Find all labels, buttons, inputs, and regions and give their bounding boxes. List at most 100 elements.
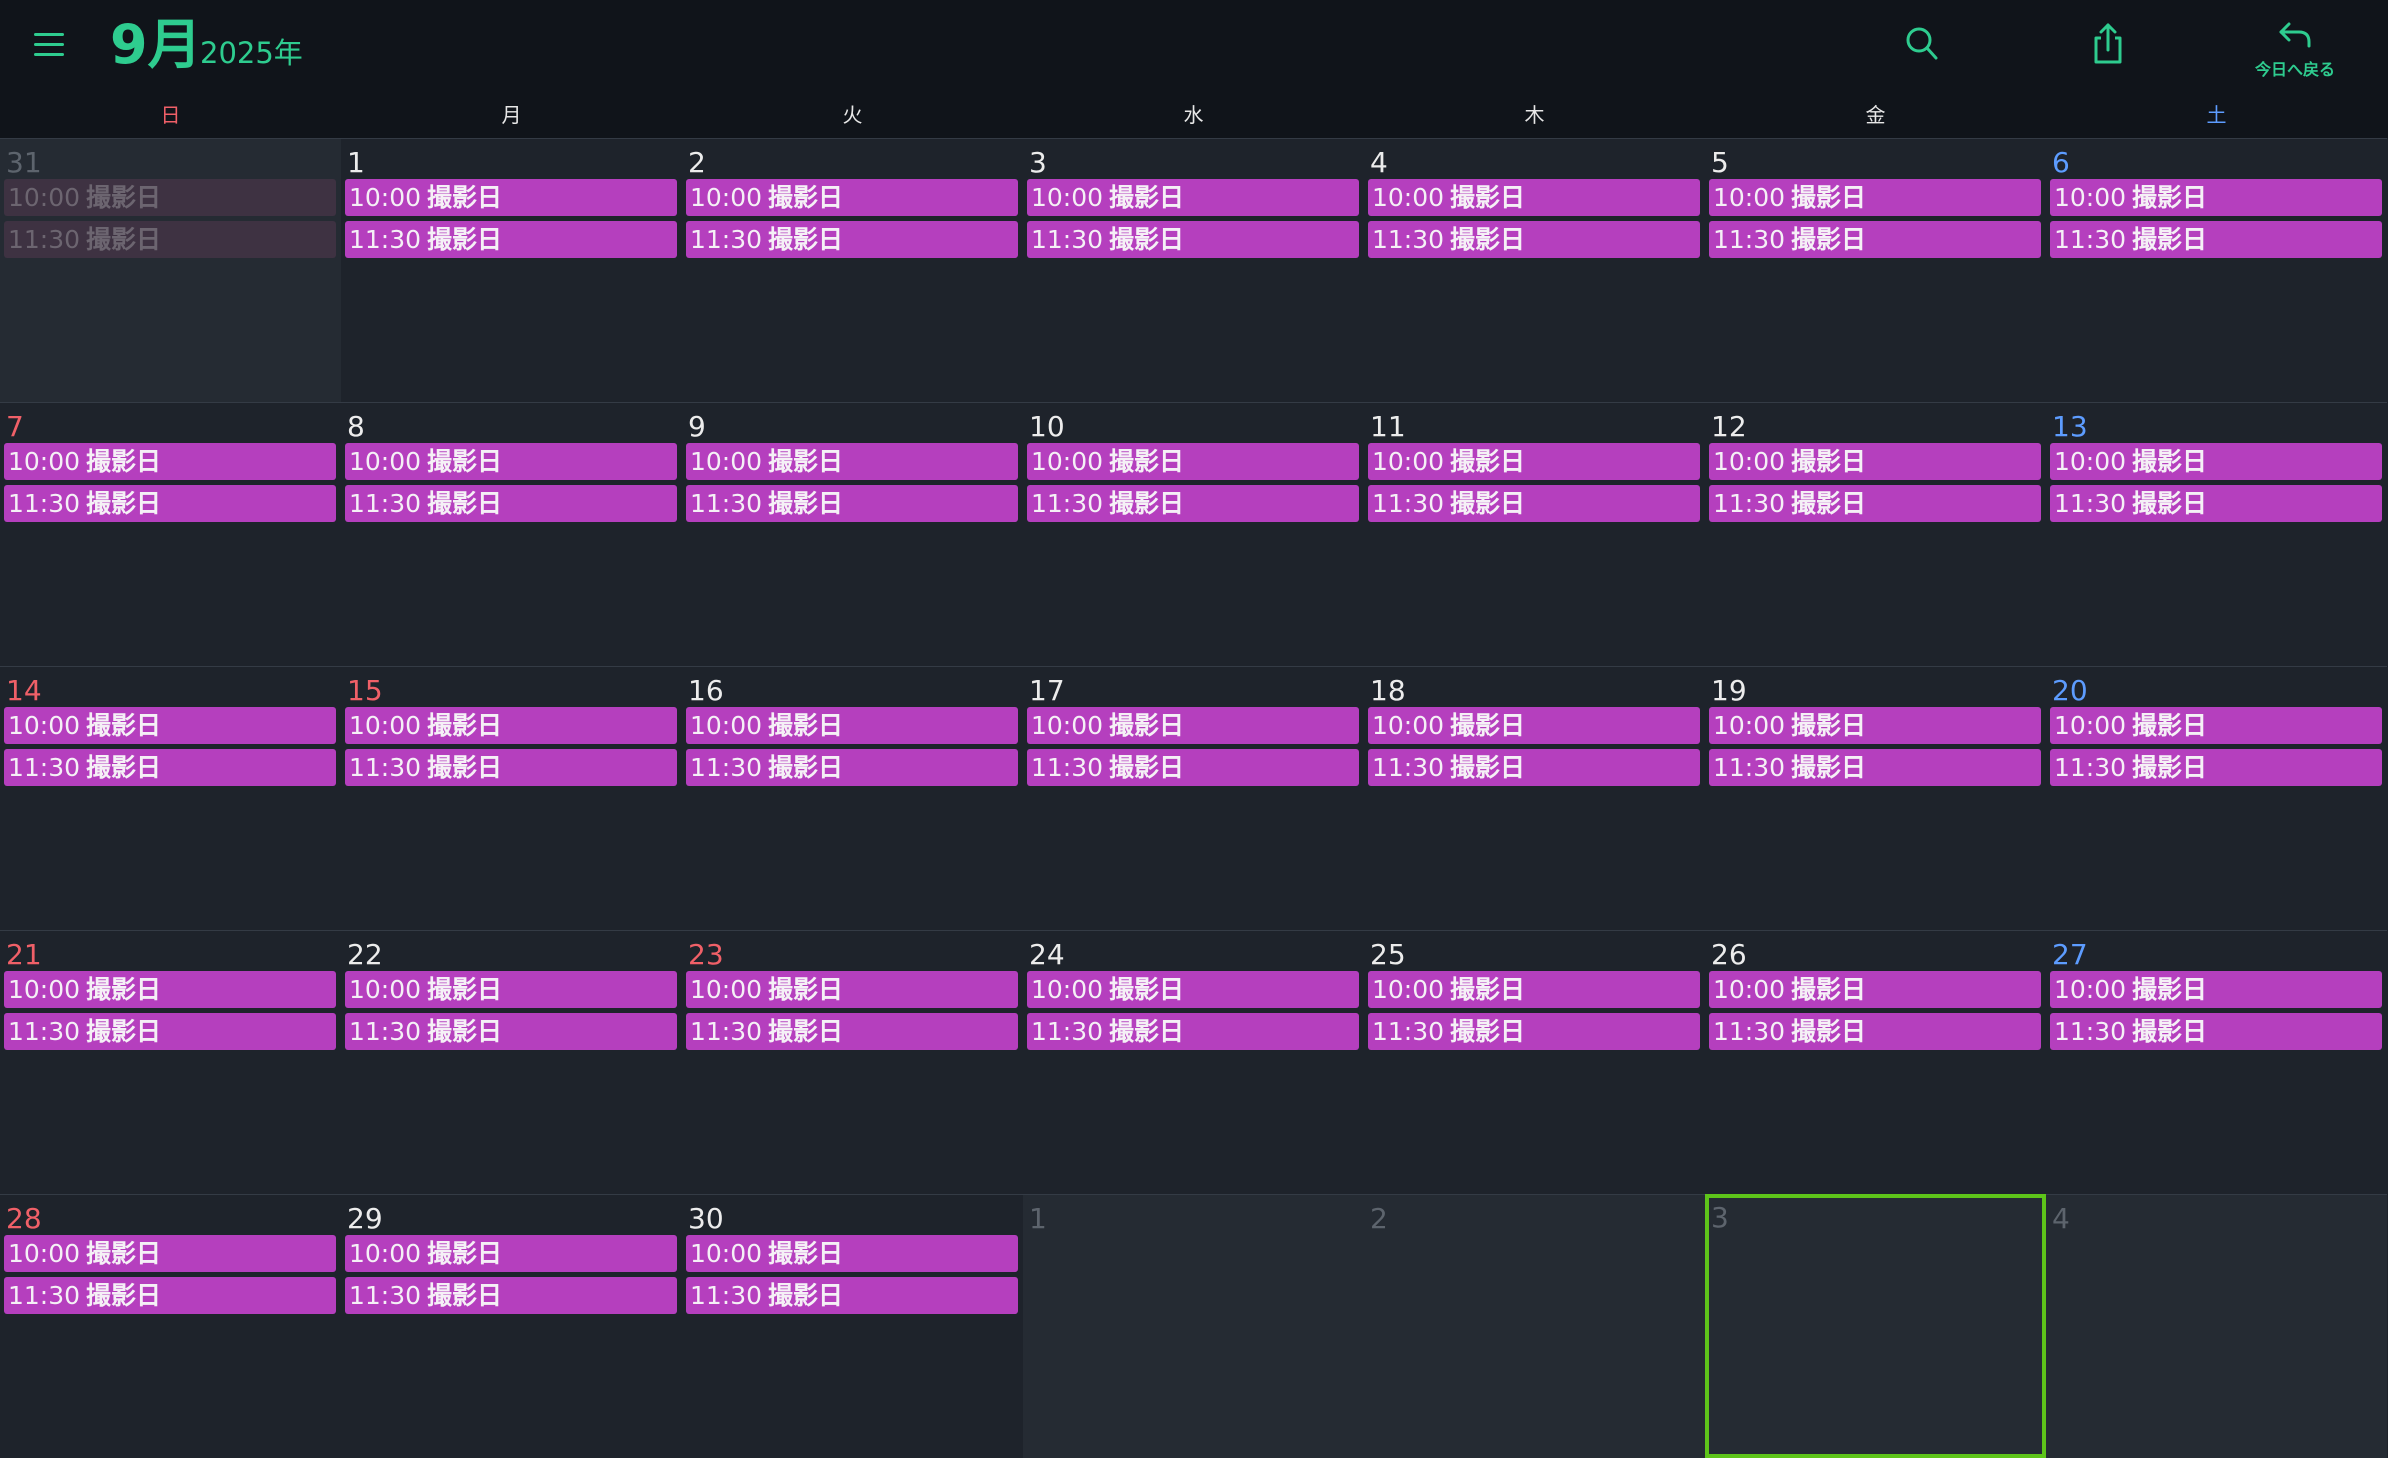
day-cell[interactable]: 4 <box>2046 1194 2387 1458</box>
day-cell[interactable]: 26 10:00 撮影日 11:30 撮影日 <box>1705 930 2046 1194</box>
event-chip[interactable]: 11:30 撮影日 <box>2050 221 2382 258</box>
event-chip[interactable]: 11:30 撮影日 <box>4 1277 336 1314</box>
day-cell[interactable]: 21 10:00 撮影日 11:30 撮影日 <box>0 930 341 1194</box>
day-cell[interactable]: 22 10:00 撮影日 11:30 撮影日 <box>341 930 682 1194</box>
day-cell[interactable]: 14 10:00 撮影日 11:30 撮影日 <box>0 666 341 930</box>
event-chip[interactable]: 11:30 撮影日 <box>4 1013 336 1050</box>
day-cell[interactable]: 1 10:00 撮影日 11:30 撮影日 <box>341 138 682 402</box>
event-chip[interactable]: 11:30 撮影日 <box>1027 1013 1359 1050</box>
event-chip[interactable]: 10:00 撮影日 <box>345 707 677 744</box>
event-chip[interactable]: 11:30 撮影日 <box>686 1013 1018 1050</box>
day-cell[interactable]: 17 10:00 撮影日 11:30 撮影日 <box>1023 666 1364 930</box>
day-cell[interactable]: 30 10:00 撮影日 11:30 撮影日 <box>682 1194 1023 1458</box>
event-chip[interactable]: 11:30 撮影日 <box>1027 749 1359 786</box>
day-cell[interactable]: 20 10:00 撮影日 11:30 撮影日 <box>2046 666 2387 930</box>
event-chip[interactable]: 11:30 撮影日 <box>345 485 677 522</box>
event-chip[interactable]: 10:00 撮影日 <box>4 443 336 480</box>
event-chip[interactable]: 11:30 撮影日 <box>2050 1013 2382 1050</box>
event-chip[interactable]: 10:00 撮影日 <box>1709 707 2041 744</box>
day-cell[interactable]: 25 10:00 撮影日 11:30 撮影日 <box>1364 930 1705 1194</box>
day-cell[interactable]: 28 10:00 撮影日 11:30 撮影日 <box>0 1194 341 1458</box>
event-chip[interactable]: 11:30 撮影日 <box>1709 485 2041 522</box>
event-chip[interactable]: 10:00 撮影日 <box>686 1235 1018 1272</box>
event-chip[interactable]: 11:30 撮影日 <box>686 1277 1018 1314</box>
event-chip[interactable]: 11:30 撮影日 <box>345 1013 677 1050</box>
event-chip[interactable]: 10:00 撮影日 <box>345 179 677 216</box>
event-chip[interactable]: 10:00 撮影日 <box>345 443 677 480</box>
day-cell-selected[interactable]: 3 <box>1705 1194 2046 1458</box>
day-cell[interactable]: 23 10:00 撮影日 11:30 撮影日 <box>682 930 1023 1194</box>
event-chip[interactable]: 10:00 撮影日 <box>2050 179 2382 216</box>
event-chip[interactable]: 11:30 撮影日 <box>1368 1013 1700 1050</box>
event-chip[interactable]: 10:00 撮影日 <box>345 971 677 1008</box>
event-chip[interactable]: 10:00 撮影日 <box>1027 179 1359 216</box>
event-chip[interactable]: 10:00 撮影日 <box>686 443 1018 480</box>
event-chip[interactable]: 11:30 撮影日 <box>1027 221 1359 258</box>
event-chip[interactable]: 10:00 撮影日 <box>1027 971 1359 1008</box>
event-chip[interactable]: 11:30 撮影日 <box>345 1277 677 1314</box>
event-chip[interactable]: 10:00 撮影日 <box>4 971 336 1008</box>
day-cell[interactable]: 3 10:00 撮影日 11:30 撮影日 <box>1023 138 1364 402</box>
event-chip[interactable]: 10:00 撮影日 <box>1709 179 2041 216</box>
event-chip[interactable]: 10:00 撮影日 <box>686 179 1018 216</box>
day-cell[interactable]: 12 10:00 撮影日 11:30 撮影日 <box>1705 402 2046 666</box>
event-chip[interactable]: 11:30 撮影日 <box>345 749 677 786</box>
event-chip[interactable]: 11:30 撮影日 <box>4 485 336 522</box>
day-cell[interactable]: 4 10:00 撮影日 11:30 撮影日 <box>1364 138 1705 402</box>
event-chip[interactable]: 10:00 撮影日 <box>1027 707 1359 744</box>
event-chip[interactable]: 11:30 撮影日 <box>1368 485 1700 522</box>
event-chip[interactable]: 11:30 撮影日 <box>345 221 677 258</box>
event-chip[interactable]: 11:30 撮影日 <box>2050 749 2382 786</box>
year-title[interactable]: 2025年 <box>200 36 303 70</box>
event-chip[interactable]: 11:30 撮影日 <box>1368 749 1700 786</box>
event-chip[interactable]: 10:00 撮影日 <box>1368 443 1700 480</box>
day-cell[interactable]: 19 10:00 撮影日 11:30 撮影日 <box>1705 666 2046 930</box>
event-chip[interactable]: 10:00 撮影日 <box>686 971 1018 1008</box>
event-chip[interactable]: 11:30 撮影日 <box>1709 1013 2041 1050</box>
day-cell[interactable]: 6 10:00 撮影日 11:30 撮影日 <box>2046 138 2387 402</box>
day-cell[interactable]: 15 10:00 撮影日 11:30 撮影日 <box>341 666 682 930</box>
event-chip[interactable]: 10:00 撮影日 <box>1027 443 1359 480</box>
day-cell[interactable]: 24 10:00 撮影日 11:30 撮影日 <box>1023 930 1364 1194</box>
event-chip[interactable]: 11:30 撮影日 <box>686 485 1018 522</box>
event-chip[interactable]: 10:00 撮影日 <box>1709 443 2041 480</box>
event-chip[interactable]: 11:30 撮影日 <box>1709 749 2041 786</box>
event-chip[interactable]: 10:00 撮影日 <box>2050 443 2382 480</box>
day-cell[interactable]: 2 <box>1364 1194 1705 1458</box>
event-chip[interactable]: 10:00 撮影日 <box>1368 179 1700 216</box>
share-button[interactable] <box>2086 20 2130 68</box>
event-chip[interactable]: 11:30 撮影日 <box>1709 221 2041 258</box>
search-button[interactable] <box>1900 22 1944 66</box>
event-chip[interactable]: 11:30 撮影日 <box>1368 221 1700 258</box>
day-cell[interactable]: 2 10:00 撮影日 11:30 撮影日 <box>682 138 1023 402</box>
event-chip[interactable]: 10:00 撮影日 <box>4 707 336 744</box>
event-chip[interactable]: 11:30 撮影日 <box>686 221 1018 258</box>
day-cell[interactable]: 18 10:00 撮影日 11:30 撮影日 <box>1364 666 1705 930</box>
day-cell[interactable]: 27 10:00 撮影日 11:30 撮影日 <box>2046 930 2387 1194</box>
event-chip[interactable]: 10:00 撮影日 <box>686 707 1018 744</box>
event-chip[interactable]: 11:30 撮影日 <box>4 749 336 786</box>
today-button[interactable]: 今日へ戻る <box>2240 18 2350 80</box>
event-chip[interactable]: 10:00 撮影日 <box>2050 971 2382 1008</box>
day-cell[interactable]: 5 10:00 撮影日 11:30 撮影日 <box>1705 138 2046 402</box>
event-chip[interactable]: 11:30 撮影日 <box>1027 485 1359 522</box>
day-cell[interactable]: 9 10:00 撮影日 11:30 撮影日 <box>682 402 1023 666</box>
day-cell[interactable]: 13 10:00 撮影日 11:30 撮影日 <box>2046 402 2387 666</box>
event-chip[interactable]: 11:30 撮影日 <box>2050 485 2382 522</box>
event-chip[interactable]: 11:30 撮影日 <box>686 749 1018 786</box>
event-chip[interactable]: 10:00 撮影日 <box>4 1235 336 1272</box>
event-chip[interactable]: 10:00 撮影日 <box>1709 971 2041 1008</box>
day-cell[interactable]: 8 10:00 撮影日 11:30 撮影日 <box>341 402 682 666</box>
day-cell[interactable]: 16 10:00 撮影日 11:30 撮影日 <box>682 666 1023 930</box>
event-chip[interactable]: 10:00 撮影日 <box>345 1235 677 1272</box>
event-chip[interactable]: 11:30 撮影日 <box>4 221 336 258</box>
event-chip[interactable]: 10:00 撮影日 <box>4 179 336 216</box>
day-cell[interactable]: 29 10:00 撮影日 11:30 撮影日 <box>341 1194 682 1458</box>
day-cell[interactable]: 1 <box>1023 1194 1364 1458</box>
event-chip[interactable]: 10:00 撮影日 <box>2050 707 2382 744</box>
month-title[interactable]: 9月 <box>110 13 202 76</box>
day-cell[interactable]: 31 10:00 撮影日 11:30 撮影日 <box>0 138 341 402</box>
day-cell[interactable]: 11 10:00 撮影日 11:30 撮影日 <box>1364 402 1705 666</box>
day-cell[interactable]: 10 10:00 撮影日 11:30 撮影日 <box>1023 402 1364 666</box>
menu-button[interactable] <box>30 24 72 66</box>
